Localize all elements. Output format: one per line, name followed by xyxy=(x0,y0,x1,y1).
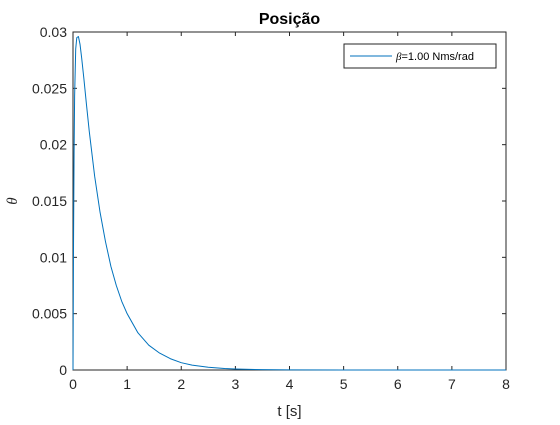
y-tick-label: 0.005 xyxy=(32,306,67,322)
y-tick-label: 0.02 xyxy=(40,137,67,153)
chart-title: Posição xyxy=(259,11,321,28)
y-tick-label: 0.015 xyxy=(32,193,67,209)
series-lines xyxy=(72,36,506,371)
x-tick-label: 8 xyxy=(502,376,510,392)
tick-labels: 0 1 2 3 4 5 6 7 8 0 0.005 0.01 0.015 0.02 0.025 0.03 xyxy=(32,24,510,392)
plot-area xyxy=(72,31,507,371)
x-tick-label: 0 xyxy=(69,376,77,392)
plot-box xyxy=(72,31,507,371)
x-tick-label: 5 xyxy=(340,376,348,392)
legend: β=1.00 Nms/rad xyxy=(343,43,497,69)
y-tick-label: 0.01 xyxy=(40,249,67,265)
series-line xyxy=(72,36,506,371)
y-tick-label: 0.025 xyxy=(32,80,67,96)
legend-text: =1.00 Nms/rad xyxy=(401,51,473,63)
x-tick-label: 6 xyxy=(394,376,402,392)
x-tick-label: 4 xyxy=(286,376,294,392)
y-tick-label: 0.03 xyxy=(40,24,67,40)
axis-ticks xyxy=(72,31,507,371)
legend-label: β=1.00 Nms/rad xyxy=(395,51,474,63)
x-tick-label: 1 xyxy=(123,376,131,392)
legend-symbol: β xyxy=(395,51,402,63)
x-tick-label: 3 xyxy=(231,376,239,392)
x-tick-label: 2 xyxy=(177,376,185,392)
y-axis-label: θ xyxy=(5,197,21,205)
x-tick-label: 7 xyxy=(448,376,456,392)
x-axis-label: t [s] xyxy=(277,403,301,420)
y-tick-label: 0 xyxy=(59,362,67,378)
